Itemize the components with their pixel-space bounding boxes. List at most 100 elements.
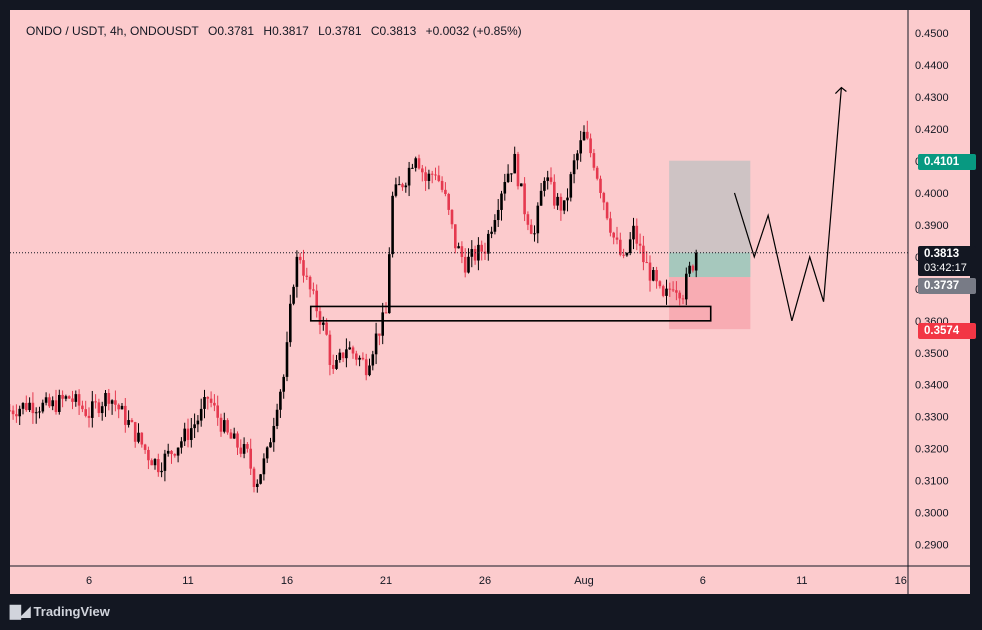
- chart-frame[interactable]: 0.45000.44000.43000.42000.41000.40000.39…: [10, 10, 976, 594]
- candle-body: [173, 454, 177, 456]
- candle-body: [516, 153, 520, 187]
- x-tick-label: 6: [700, 575, 706, 587]
- candle-body: [318, 311, 322, 325]
- candle-body: [355, 353, 358, 360]
- candle-body: [275, 409, 279, 426]
- tradingview-icon: ▇◢: [10, 603, 31, 619]
- candles-layer: [10, 120, 698, 493]
- candle-body: [437, 175, 441, 181]
- candle-body: [566, 197, 569, 201]
- candle-body: [71, 398, 74, 402]
- candle-body: [91, 401, 94, 418]
- candle-body: [308, 276, 312, 290]
- candle-body: [348, 347, 351, 350]
- candle-body: [246, 444, 249, 449]
- candle-body: [510, 173, 513, 175]
- candle-body: [473, 249, 477, 261]
- candle-body: [368, 365, 371, 376]
- x-tick-label: 16: [281, 575, 293, 587]
- tradingview-logo[interactable]: ▇◢ TradingView: [10, 603, 110, 620]
- candle-body: [493, 220, 497, 232]
- candle-body: [546, 177, 549, 181]
- candle-body: [11, 410, 15, 415]
- candle-body: [312, 289, 315, 291]
- candle-body: [157, 459, 160, 473]
- candle-body: [361, 357, 365, 360]
- candle-body: [655, 270, 658, 282]
- candle-body: [130, 420, 134, 423]
- candle-body: [322, 322, 325, 325]
- candle-body: [648, 262, 652, 281]
- candle-body: [579, 140, 582, 154]
- candle-body: [223, 420, 226, 432]
- candle-body: [259, 474, 262, 484]
- x-tick-label: Aug: [574, 575, 594, 587]
- candle-body: [622, 254, 625, 256]
- candle-body: [401, 184, 404, 188]
- candle-body: [628, 239, 632, 253]
- candle-body: [209, 398, 213, 403]
- candle-body: [536, 205, 540, 234]
- chart-canvas[interactable]: 0.45000.44000.43000.42000.41000.40000.39…: [10, 10, 970, 594]
- candle-body: [358, 357, 361, 360]
- candle-body: [44, 397, 48, 403]
- candle-body: [190, 428, 193, 440]
- candle-body: [612, 232, 615, 238]
- candle-body: [186, 428, 190, 440]
- candle-body: [216, 405, 219, 418]
- x-tick-label: 16: [895, 575, 907, 587]
- candle-body: [506, 173, 510, 182]
- candle-body: [619, 239, 622, 255]
- candle-body: [107, 392, 111, 404]
- candle-body: [150, 460, 153, 466]
- candle-body: [533, 233, 536, 235]
- candle-body: [523, 183, 526, 215]
- candle-body: [440, 180, 444, 190]
- candle-body: [256, 483, 259, 487]
- x-tick-label: 11: [796, 575, 807, 587]
- candle-body: [652, 270, 655, 281]
- candle-body: [51, 400, 54, 407]
- x-tick-label: 11: [182, 575, 193, 587]
- candle-body: [81, 405, 84, 410]
- entry-price-tag: 0.3737: [918, 278, 976, 294]
- candle-body: [562, 200, 566, 211]
- candle-body: [305, 275, 309, 277]
- candle-body: [454, 224, 457, 249]
- candle-body: [467, 256, 470, 273]
- candle-body: [556, 196, 559, 206]
- candle-body: [338, 352, 342, 360]
- candle-body: [34, 412, 38, 414]
- y-tick-label: 0.4300: [915, 92, 949, 104]
- high-value: H0.3817: [263, 24, 309, 38]
- candle-body: [147, 449, 150, 461]
- candle-body: [120, 405, 124, 410]
- candle-body: [193, 424, 196, 429]
- candle-body: [203, 397, 206, 409]
- candle-body: [685, 273, 688, 300]
- candle-body: [252, 468, 256, 487]
- candle-body: [576, 153, 579, 161]
- candle-body: [236, 433, 239, 448]
- open-profit-zone: [669, 252, 751, 278]
- candle-body: [434, 174, 437, 176]
- candle-body: [331, 364, 335, 369]
- candle-body: [609, 218, 612, 233]
- candle-body: [140, 432, 144, 445]
- candle-body: [569, 174, 573, 198]
- y-tick-label: 0.3400: [915, 380, 949, 392]
- candle-body: [520, 183, 523, 187]
- candle-body: [335, 359, 338, 369]
- candle-body: [381, 312, 384, 336]
- candle-body: [444, 189, 447, 195]
- candle-body: [595, 167, 599, 179]
- candle-body: [213, 402, 216, 406]
- candle-body: [41, 402, 45, 412]
- candle-body: [447, 194, 450, 210]
- candle-body: [374, 333, 378, 355]
- candle-body: [100, 406, 104, 414]
- candle-body: [384, 312, 388, 314]
- candle-body: [642, 245, 645, 263]
- candle-body: [678, 292, 681, 299]
- candle-body: [450, 209, 454, 225]
